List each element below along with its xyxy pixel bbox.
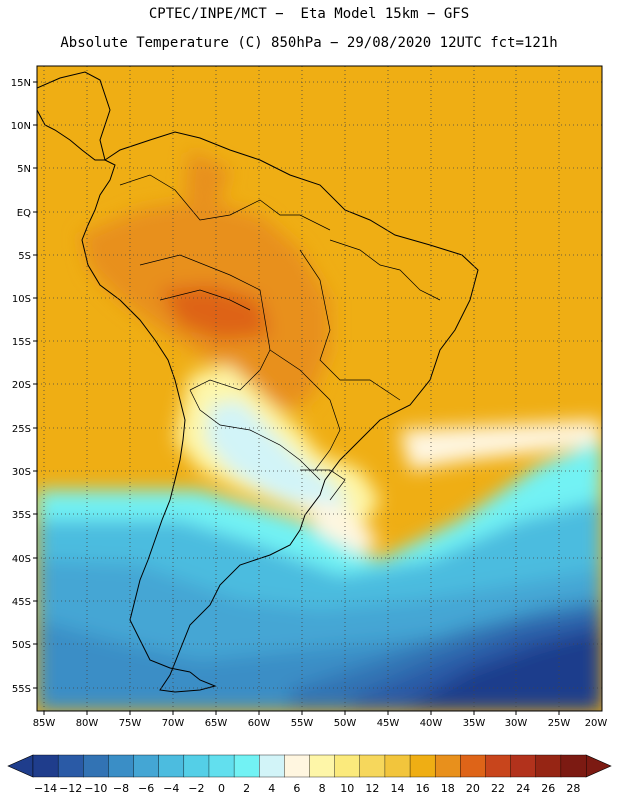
lon-label-30w: 30W [505, 718, 528, 729]
lat-label-25s: 25S [12, 424, 31, 435]
colorbar-tick-label: −8 [112, 782, 130, 795]
lon-label-80w: 80W [76, 718, 99, 729]
colorbar-swatch [359, 754, 386, 778]
lat-label-20s: 20S [12, 380, 31, 391]
colorbar-swatch [309, 754, 336, 778]
colorbar-tick-label: 16 [415, 782, 430, 795]
colorbar-tick-label: 18 [440, 782, 455, 795]
lat-label-50s: 50S [12, 640, 31, 651]
colorbar-swatch [57, 754, 84, 778]
colorbar-tick-label: −10 [84, 782, 108, 795]
lon-label-50w: 50W [334, 718, 357, 729]
lat-label-10s: 10S [12, 294, 31, 305]
lon-label-85w: 85W [33, 718, 56, 729]
colorbar-swatch [233, 754, 260, 778]
lat-label-eq: EQ [17, 208, 31, 219]
colorbar-arrow-left [7, 754, 34, 778]
plot-frame [36, 65, 603, 712]
colorbar-arrow-right [585, 754, 612, 778]
lon-label-65w: 65W [205, 718, 228, 729]
colorbar-swatch [133, 754, 160, 778]
colorbar-tick-label: −4 [163, 782, 180, 795]
colorbar-tick-label: −6 [138, 782, 155, 795]
colorbar-swatch [334, 754, 361, 778]
colorbar-tick-label: 14 [390, 782, 405, 795]
colorbar-swatch [560, 754, 587, 778]
lon-label-20w: 20W [585, 718, 608, 729]
colorbar-swatch [409, 754, 436, 778]
colorbar-swatch [108, 754, 135, 778]
header-title-line1: CPTEC/INPE/MCT − Eta Model 15km − GFS [148, 6, 470, 22]
colorbar-tick-label: −14 [33, 782, 58, 795]
colorbar-swatch [158, 754, 185, 778]
colorbar-swatch [183, 754, 210, 778]
lon-label-70w: 70W [162, 718, 185, 729]
header-title-line2: Absolute Temperature (C) 850hPa − 29/08/… [60, 35, 558, 51]
lon-ticks [43, 711, 560, 715]
colorbar-swatch [284, 754, 310, 778]
colorbar-tick-label: 12 [365, 782, 380, 795]
lat-label-40s: 40S [12, 554, 31, 565]
lat-label-35s: 35S [12, 510, 31, 521]
colorbar-swatch [485, 754, 512, 778]
colorbar-swatch [259, 754, 285, 778]
colorbar-swatch [535, 754, 562, 778]
colorbar-tick-label: 2 [243, 782, 251, 795]
colorbar-tick-label: −2 [188, 782, 205, 795]
colorbar-swatch [83, 754, 109, 778]
colorbar-swatch [434, 754, 461, 778]
lat-label-10n: 10N [11, 121, 31, 132]
colorbar-tick-label: 26 [541, 782, 556, 795]
lon-label-45w: 45W [377, 718, 400, 729]
colorbar-tick-label: 8 [318, 782, 326, 795]
colorbar-swatch [208, 754, 235, 778]
lat-ticks [33, 81, 37, 689]
colorbar-tick-label: 24 [516, 782, 531, 795]
colorbar-tick-label: −12 [59, 782, 83, 795]
colorbar-tick-label: 20 [465, 782, 480, 795]
colorbar-swatch [32, 754, 59, 778]
lat-label-15n: 15N [11, 78, 31, 89]
colorbar-tick-label: 28 [566, 782, 581, 795]
colorbar-tick-label: 0 [218, 782, 226, 795]
borders [119, 174, 441, 501]
colorbar-swatch [460, 754, 486, 778]
colorbar [7, 754, 612, 778]
colorbar-tick-label: 4 [268, 782, 276, 795]
lat-label-45s: 45S [12, 597, 31, 608]
lat-label-5n: 5N [17, 164, 31, 175]
colorbar-swatch [384, 754, 411, 778]
lon-label-55w: 55W [291, 718, 314, 729]
temperature-map: 15N 10N 5N EQ 5S 10S 15S 20S 25S 30S 35S… [7, 65, 612, 778]
lon-label-75w: 75W [119, 718, 142, 729]
colorbar-tick-label: 6 [293, 782, 301, 795]
lat-label-30s: 30S [12, 467, 31, 478]
lat-label-5s: 5S [18, 251, 31, 262]
lat-label-55s: 55S [12, 684, 31, 695]
lon-label-35w: 35W [463, 718, 486, 729]
colorbar-tick-label: 10 [340, 782, 355, 795]
colorbar-swatch [510, 754, 537, 778]
lat-label-15s: 15S [12, 337, 31, 348]
temperature-field [37, 66, 602, 711]
lon-label-60w: 60W [248, 718, 271, 729]
colorbar-tick-label: 22 [491, 782, 506, 795]
lon-label-40w: 40W [420, 718, 443, 729]
lon-label-25w: 25W [548, 718, 571, 729]
